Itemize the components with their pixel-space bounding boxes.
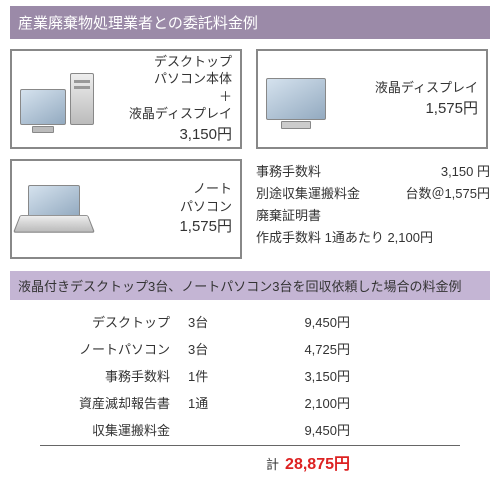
fee-value: 3,150 円 [441, 161, 490, 183]
lcd-monitor-icon [266, 78, 326, 120]
fee-list: 事務手数料 3,150 円 別途収集運搬料金 台数＠1,575円 廃棄証明書 作成手… [256, 159, 490, 259]
card-label: 液晶ディスプレイ [334, 79, 478, 97]
card-label: ＋ [102, 88, 232, 106]
card-label: パソコン本体 [102, 70, 232, 88]
fee-label: 事務手数料 [256, 161, 321, 183]
fee-label: 作成手数料 1通あたり 2,100円 [256, 230, 433, 245]
table-row: ノートパソコン3台4,725円 [40, 335, 460, 362]
card-price: 1,575円 [334, 99, 478, 119]
table-row: デスクトップ3台9,450円 [40, 308, 460, 335]
total-row: 計 28,875円 [40, 445, 460, 474]
card-label: パソコン [94, 198, 232, 216]
card-label: デスクトップ [102, 53, 232, 71]
table-row: 事務手数料1件3,150円 [40, 362, 460, 389]
card-price: 1,575円 [94, 217, 232, 237]
table-row: 資産滅却報告書1通2,100円 [40, 389, 460, 416]
fee-value: 台数＠1,575円 [405, 183, 490, 205]
card-label: 液晶ディスプレイ [102, 105, 232, 123]
example-subheader: 液晶付きデスクトップ3台、ノートパソコン3台を回収依頼した場合の料金例 [10, 271, 490, 300]
fee-label: 別途収集運搬料金 [256, 183, 360, 205]
desktop-pc-icon [20, 73, 94, 125]
price-table: デスクトップ3台9,450円 ノートパソコン3台4,725円 事務手数料1件3,… [40, 308, 460, 474]
table-row: 収集運搬料金9,450円 [40, 416, 460, 443]
fee-label: 廃棄証明書 [256, 208, 321, 223]
laptop-icon [20, 185, 86, 233]
total-value: 28,875円 [285, 456, 350, 473]
card-price: 3,150円 [102, 125, 232, 145]
page-header: 産業廃棄物処理業者との委託料金例 [10, 6, 490, 39]
total-label: 計 [266, 457, 279, 472]
card-lcd: 液晶ディスプレイ 1,575円 [256, 49, 488, 149]
card-notebook: ノート パソコン 1,575円 [10, 159, 242, 259]
card-desktop: デスクトップ パソコン本体 ＋ 液晶ディスプレイ 3,150円 [10, 49, 242, 149]
card-label: ノート [94, 180, 232, 198]
